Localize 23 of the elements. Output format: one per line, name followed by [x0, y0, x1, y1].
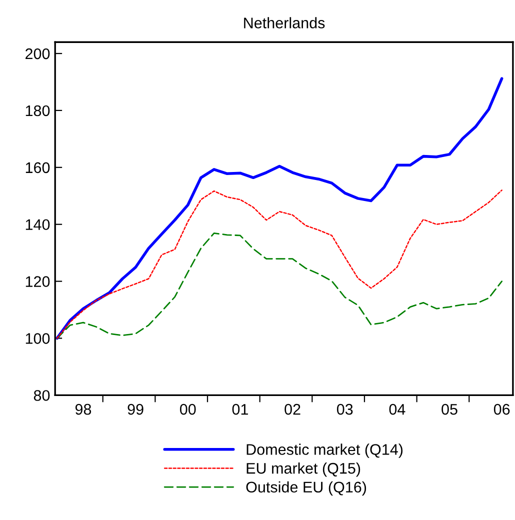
line-series: [56, 232, 503, 339]
line-series: [56, 190, 502, 339]
y-tick-label: 100: [26, 333, 50, 344]
legend-label: EU market (Q15): [246, 462, 360, 477]
legend-label: Domestic market (Q14): [246, 444, 403, 458]
y-tick-label: 140: [26, 219, 50, 230]
chart-title: Netherlands: [244, 17, 325, 28]
legend-label: Outside EU (Q16): [246, 481, 366, 496]
y-tick-label: 80: [34, 390, 50, 401]
x-tick-label: 01: [232, 404, 248, 415]
x-tick-label: 98: [75, 404, 92, 415]
line-series: [56, 77, 504, 340]
x-tick-label: 00: [180, 404, 196, 415]
x-tick-label: 99: [128, 404, 144, 415]
x-tick-label: 03: [336, 404, 353, 415]
y-tick-label: 200: [26, 48, 50, 60]
x-tick-label: 02: [284, 404, 300, 415]
y-tick-label: 120: [26, 276, 50, 287]
x-tick-label: 04: [389, 404, 406, 415]
y-tick-label: 180: [26, 105, 50, 116]
x-tick-label: 06: [494, 404, 510, 415]
y-tick-label: 160: [26, 162, 50, 174]
x-tick-label: 05: [442, 404, 458, 415]
